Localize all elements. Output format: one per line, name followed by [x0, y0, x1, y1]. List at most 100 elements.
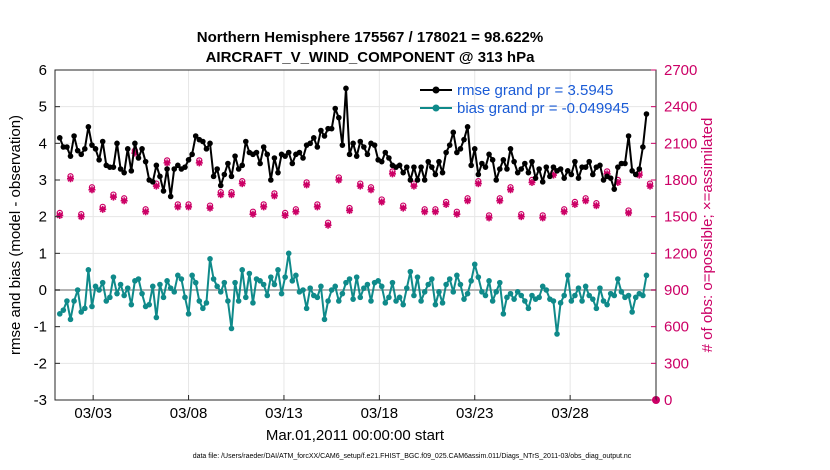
rmse-point [192, 133, 199, 139]
bias-point [579, 298, 585, 304]
bias-point [522, 298, 528, 304]
rmse-point [529, 158, 535, 165]
rmse-point [99, 138, 106, 145]
bias-point [257, 278, 263, 284]
bias-point [96, 287, 102, 293]
bias-point [543, 287, 550, 293]
rmse-point [425, 158, 432, 165]
rmse-point [622, 160, 628, 167]
rmse-point [539, 179, 546, 185]
bias-point [189, 272, 195, 279]
rmse-point [253, 149, 260, 156]
rmse-point [636, 166, 643, 172]
bias-point [632, 294, 639, 301]
bias-point [332, 283, 339, 290]
rmse-point [493, 177, 500, 183]
obs-assimilated-marker [507, 186, 515, 194]
rmse-point [257, 160, 263, 167]
obs-assimilated-marker [592, 202, 600, 210]
rmse-point [321, 133, 328, 139]
bias-point [411, 292, 417, 299]
rmse-point [232, 153, 238, 159]
rmse-point [275, 169, 281, 176]
bias-point [489, 298, 496, 304]
bias-point [92, 283, 99, 290]
rmse-point [443, 149, 449, 156]
obs-assimilated-marker [496, 197, 504, 205]
bias-point [239, 267, 246, 273]
bias-point [250, 300, 256, 306]
obs-assimilated-marker [67, 175, 75, 183]
bias-point [167, 285, 174, 291]
rmse-point [518, 166, 525, 172]
rmse-point [589, 171, 596, 178]
obs-assimilated-marker [356, 182, 364, 190]
rmse-point [629, 168, 635, 174]
bias-point [361, 285, 367, 291]
bias-point [429, 276, 435, 282]
rmse-point [543, 164, 550, 170]
rmse-point [489, 157, 496, 163]
rmse-point [56, 135, 63, 141]
y-tick-label: 1 [39, 245, 47, 262]
rmse-point [625, 133, 632, 139]
obs-assimilated-marker [195, 159, 203, 167]
rmse-point [300, 155, 306, 161]
bias-point [629, 309, 635, 315]
obs-assimilated-marker [174, 203, 182, 211]
bias-point [643, 272, 650, 279]
rmse-point [378, 158, 385, 165]
rmse-point [110, 164, 117, 170]
bias-point [60, 307, 67, 313]
obs-assimilated-marker [142, 208, 150, 216]
obs-assimilated-marker [227, 191, 235, 199]
bias-point [107, 294, 113, 301]
bias-point [589, 296, 596, 302]
bias-point [171, 289, 178, 295]
obs-assimilated-marker [324, 221, 332, 229]
obs-assimilated-marker [303, 181, 311, 189]
rmse-point [343, 85, 349, 92]
obs-assimilated-marker [431, 208, 439, 216]
rmse-point [264, 151, 271, 158]
rmse-point [242, 138, 249, 145]
bias-point [289, 278, 296, 284]
bias-point [486, 278, 492, 284]
rmse-point [121, 169, 127, 176]
rmse-point [114, 140, 120, 147]
y-tick-label: -3 [34, 392, 47, 409]
bias-point [64, 298, 70, 304]
x-tick-label: 03/18 [361, 405, 399, 422]
bias-point [56, 311, 63, 317]
right-axis-ticks: 0 300 600 900 1200 1500 1800 2100 2400 2700 [651, 62, 697, 409]
obs-assimilated-marker [421, 208, 429, 216]
obs-assimilated-marker [152, 182, 160, 190]
rmse-point [432, 171, 439, 178]
rmse-point [117, 166, 124, 172]
obs-assimilated-marker [539, 214, 547, 222]
bias-point [228, 325, 235, 332]
obs-assimilated-marker [571, 200, 579, 208]
rmse-point [454, 149, 460, 156]
rmse-point [92, 146, 99, 152]
bias-point [339, 290, 346, 297]
rmse-point [400, 169, 406, 176]
legend: rmse grand pr = 3.5945 bias grand pr = -… [420, 82, 629, 117]
rmse-point [282, 153, 288, 159]
bias-point [103, 298, 110, 304]
obs-assimilated-marker [281, 211, 289, 219]
rmse-point [339, 142, 346, 148]
obs-assimilated-marker [367, 186, 375, 194]
bias-point [300, 287, 306, 293]
y-right-tick-label: 600 [664, 319, 689, 336]
bias-point [618, 289, 625, 295]
obs-assimilated-marker [464, 197, 472, 205]
rmse-point [142, 158, 149, 165]
rmse-point [564, 168, 571, 174]
rmse-point [522, 160, 528, 167]
rmse-point [128, 168, 135, 174]
bias-point [282, 274, 288, 280]
rmse-point [221, 171, 228, 178]
obs-assimilated-marker [120, 197, 128, 205]
rmse-point [289, 160, 296, 167]
